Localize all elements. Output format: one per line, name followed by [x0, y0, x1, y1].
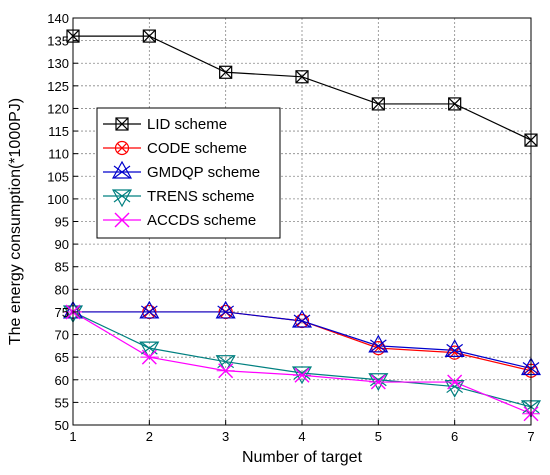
- y-axis-title: The energy consumption(*1000PJ): [7, 98, 24, 345]
- y-tick-label: 120: [47, 101, 69, 116]
- x-tick-label: 5: [375, 429, 382, 444]
- legend-label: TRENS scheme: [147, 188, 255, 205]
- series-2-point: [291, 309, 313, 328]
- y-tick-label: 105: [47, 169, 69, 184]
- y-tick-label: 100: [47, 192, 69, 207]
- series-0-point: [371, 97, 385, 111]
- x-tick-label: 4: [298, 429, 305, 444]
- series-0-point: [219, 65, 233, 79]
- y-tick-label: 80: [55, 282, 69, 297]
- x-tick-label: 3: [222, 429, 229, 444]
- y-tick-label: 110: [48, 147, 69, 162]
- x-axis-ticks: 1 2 3 4 5 6 7: [69, 420, 535, 444]
- series-2-point: [444, 339, 465, 357]
- y-tick-label: 75: [55, 305, 69, 320]
- series-3-point: [444, 379, 465, 398]
- y-axis-ticks: 50 55 60 65 70 75 80 85 90 95 100 105 110 115 120 125 13…: [47, 11, 78, 433]
- y-tick-label: 60: [55, 373, 69, 388]
- legend-label: LID scheme: [147, 116, 227, 133]
- x-tick-label: 7: [527, 429, 534, 444]
- y-tick-label: 70: [55, 328, 69, 343]
- y-tick-label: 135: [47, 34, 69, 49]
- y-tick-label: 140: [47, 11, 69, 26]
- series-0-point: [448, 97, 462, 111]
- series-2-point: [368, 334, 389, 353]
- series-0-point: [295, 70, 309, 84]
- series-4-point: [216, 363, 235, 379]
- legend-marker: [114, 140, 130, 156]
- x-tick-label: 2: [146, 429, 153, 444]
- legend-label: CODE scheme: [147, 140, 247, 157]
- series-markers: [62, 29, 542, 422]
- y-tick-label: 50: [55, 418, 69, 433]
- y-tick-label: 90: [55, 237, 69, 252]
- legend-marker: [113, 212, 131, 228]
- x-tick-label: 1: [69, 429, 76, 444]
- series-4-point: [369, 374, 388, 390]
- series-4-point: [293, 367, 311, 383]
- x-tick-label: 6: [451, 429, 458, 444]
- y-tick-label: 95: [55, 215, 69, 230]
- series-4-point: [140, 349, 159, 365]
- y-tick-label: 130: [47, 56, 69, 71]
- legend-marker: [111, 160, 133, 179]
- series-4-point: [445, 374, 464, 390]
- y-tick-label: 85: [55, 260, 69, 275]
- y-tick-label: 125: [47, 79, 69, 94]
- y-tick-label: 65: [55, 350, 69, 365]
- series-0-point: [142, 29, 156, 43]
- legend: LID scheme CODE scheme GMDQP scheme TRENS s…: [96, 107, 281, 239]
- y-tick-label: 115: [48, 124, 69, 139]
- legend-label: ACCDS scheme: [147, 212, 256, 229]
- legend-marker: [111, 189, 133, 208]
- x-axis-title: Number of target: [242, 449, 363, 466]
- y-tick-label: 55: [55, 395, 69, 410]
- series-2-point: [139, 300, 160, 319]
- legend-marker: [115, 117, 129, 131]
- legend-label: GMDQP scheme: [147, 164, 260, 181]
- series-2-point: [215, 300, 236, 319]
